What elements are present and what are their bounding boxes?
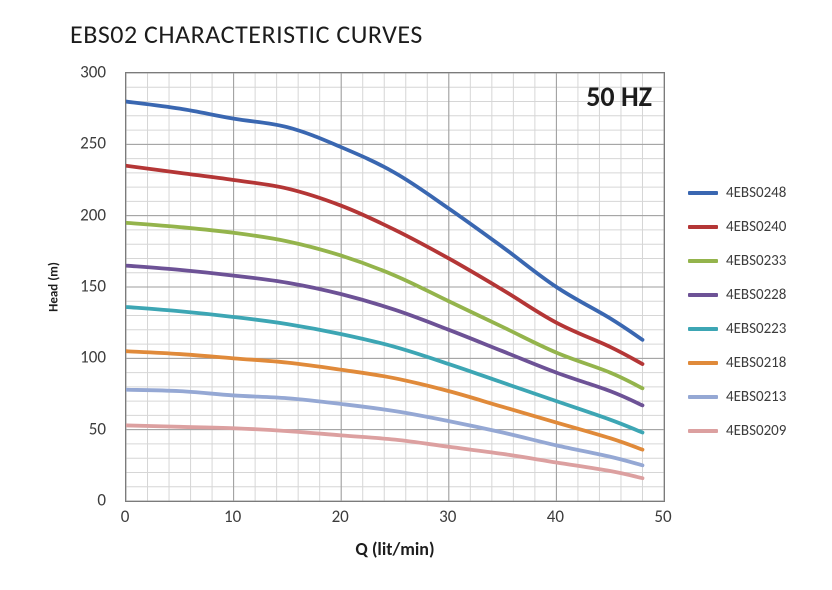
legend-swatch: [688, 327, 718, 331]
legend-label: 4EBS0209: [726, 422, 786, 440]
legend-swatch: [688, 429, 718, 433]
x-axis-ticks: 01020304050: [125, 506, 665, 528]
legend-swatch: [688, 361, 718, 365]
legend-label: 4EBS0228: [726, 286, 786, 304]
chart-root: EBS02 CHARACTERISTIC CURVES Head (m) 050…: [0, 0, 832, 590]
x-tick-label: 40: [547, 506, 564, 527]
legend-label: 4EBS0240: [726, 218, 786, 236]
legend-swatch: [688, 259, 718, 263]
x-tick-label: 0: [121, 506, 130, 527]
legend-swatch: [688, 395, 718, 399]
x-tick-label: 20: [332, 506, 349, 527]
legend-swatch: [688, 225, 718, 229]
legend-item: 4EBS0233: [688, 244, 826, 278]
legend-swatch: [688, 293, 718, 297]
legend-label: 4EBS0248: [726, 184, 786, 202]
legend-item: 4EBS0209: [688, 414, 826, 448]
legend-item: 4EBS0213: [688, 380, 826, 414]
legend-label: 4EBS0218: [726, 354, 786, 372]
plot-svg: [126, 73, 664, 501]
legend-item: 4EBS0228: [688, 278, 826, 312]
legend-label: 4EBS0223: [726, 320, 786, 338]
legend-item: 4EBS0218: [688, 346, 826, 380]
x-tick-label: 50: [654, 506, 671, 527]
legend-item: 4EBS0223: [688, 312, 826, 346]
legend-label: 4EBS0233: [726, 252, 786, 270]
frequency-annotation: 50 HZ: [586, 79, 652, 114]
chart-title: EBS02 CHARACTERISTIC CURVES: [70, 18, 423, 50]
y-tick-label: 0: [97, 490, 106, 511]
legend-label: 4EBS0213: [726, 388, 786, 406]
x-tick-label: 10: [224, 506, 241, 527]
legend-item: 4EBS0248: [688, 176, 826, 210]
y-tick-label: 50: [89, 418, 106, 439]
y-tick-label: 300: [80, 62, 106, 83]
x-axis-label: Q (lit/min): [125, 538, 665, 560]
legend: 4EBS0248 4EBS0240 4EBS0233 4EBS0228 4EBS0223…: [688, 176, 826, 448]
y-tick-label: 150: [80, 276, 106, 297]
legend-swatch: [688, 191, 718, 195]
y-tick-label: 100: [80, 347, 106, 368]
plot-area: 50 HZ: [125, 72, 665, 502]
legend-item: 4EBS0240: [688, 210, 826, 244]
y-axis-ticks: 050100150200250300: [0, 72, 120, 502]
y-tick-label: 200: [80, 204, 106, 225]
y-tick-label: 250: [80, 133, 106, 154]
x-tick-label: 30: [439, 506, 456, 527]
